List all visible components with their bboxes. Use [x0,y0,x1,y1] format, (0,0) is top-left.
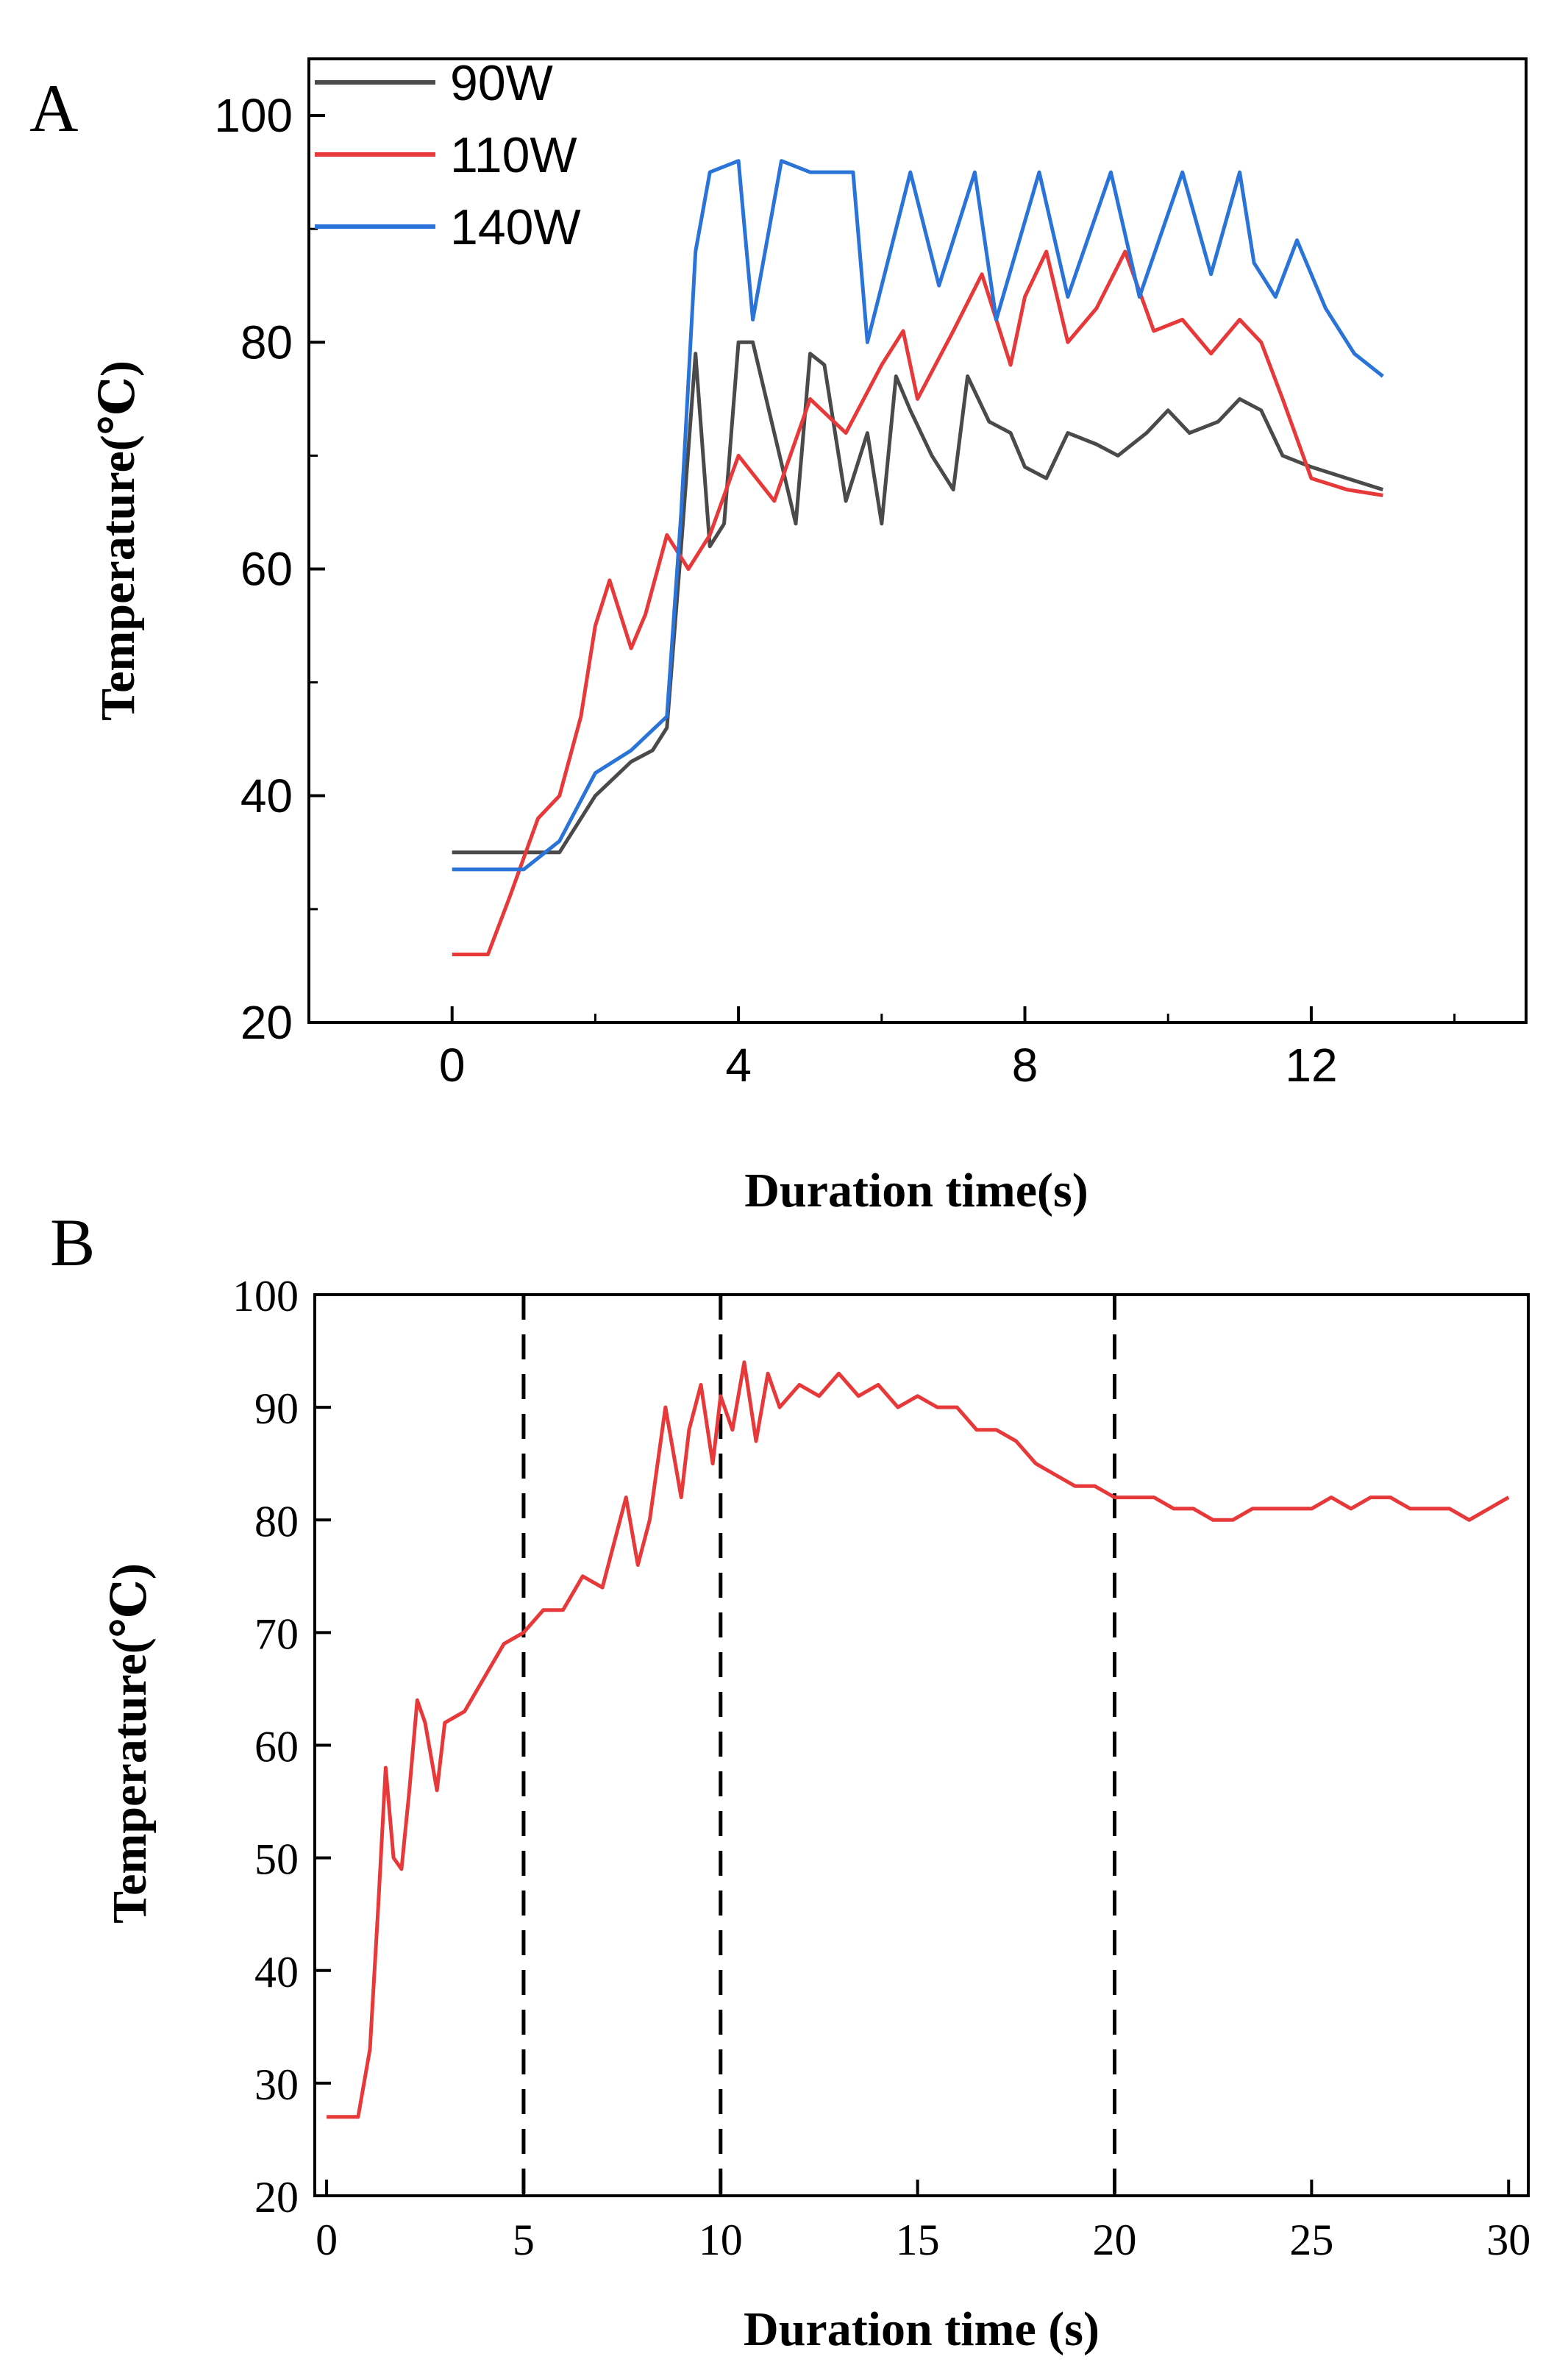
panel-a-y-tick-label: 60 [240,543,293,596]
panel-a-series-line-140w [452,159,1384,872]
panel-a-series-line-110w [452,249,1383,956]
panel-b-y-tick-label: 80 [254,1497,299,1546]
panel-b-y-tick-label: 40 [254,1948,299,1996]
panel-b-x-tick-label: 20 [1093,2216,1137,2264]
legend-label-140w: 140W [450,199,581,255]
panel-b-y-tick-label: 50 [254,1835,299,1884]
panel-a-series-layer [452,159,1384,956]
panel-b-series-layer [327,1360,1510,2119]
panel-a-x-tick-label: 4 [725,1039,752,1092]
legend-label-90w: 90W [450,55,553,111]
panel-a-y-tick-label: 20 [240,996,293,1049]
panel-b-vline-layer [521,1295,1116,2196]
panel-a-x-axis-label: Duration time(s) [744,1164,1088,1217]
panel-a-x-tick-label: 0 [439,1039,466,1092]
panel-a-series-line-90w [452,340,1384,855]
panel-b: B 0 5 10 15 20 25 30 20 30 40 50 60 70 80 90 100 Durati… [50,1205,1530,2356]
panel-b-x-axis-label: Duration time (s) [744,2302,1100,2356]
panel-a-legend: 90W 110W 140W [315,55,581,255]
panel-a-plot-frame [307,57,1528,1024]
panel-b-x-tick-label: 0 [316,2216,338,2264]
panel-a-letter: A [29,71,78,146]
panel-a-x-tick-label: 8 [1012,1039,1038,1092]
panel-a: A 0 4 8 12 20 40 60 80 100 90W 110W 140W Duration … [29,55,1528,1217]
panel-b-y-tick-label: 60 [254,1723,299,1771]
panel-a-y-axis-label: Temperature(℃) [91,360,145,721]
panel-b-series-line-temperature [327,1360,1510,2119]
panel-b-x-tick-label: 10 [699,2216,743,2264]
panel-b-y-tick-label: 70 [254,1610,299,1658]
panel-b-y-tick-label: 30 [254,2060,299,2109]
panel-b-x-tick-label: 5 [513,2216,535,2264]
panel-b-y-tick-label: 90 [254,1384,299,1433]
panel-b-y-tick-label: 20 [254,2173,299,2222]
legend-label-110w: 110W [450,127,577,183]
panel-a-y-tick-label: 100 [214,89,293,142]
panel-b-y-axis-label: Temperature(℃) [103,1563,157,1924]
panel-a-tick-layer: 0 4 8 12 20 40 60 80 100 [214,89,1456,1092]
panel-b-x-tick-label: 30 [1486,2216,1530,2264]
panel-b-plot-frame [313,1293,1530,2197]
panel-a-x-tick-label: 12 [1285,1039,1337,1092]
panel-b-y-tick-label: 100 [232,1272,299,1320]
panel-b-x-tick-label: 25 [1289,2216,1333,2264]
panel-b-tick-layer: 0 5 10 15 20 25 30 20 30 40 50 60 70 80 90 100 [232,1272,1530,2264]
panel-a-y-tick-label: 80 [240,316,293,369]
panel-b-letter: B [50,1205,95,1280]
panel-b-x-tick-label: 15 [896,2216,940,2264]
panel-a-y-tick-label: 40 [240,769,293,822]
